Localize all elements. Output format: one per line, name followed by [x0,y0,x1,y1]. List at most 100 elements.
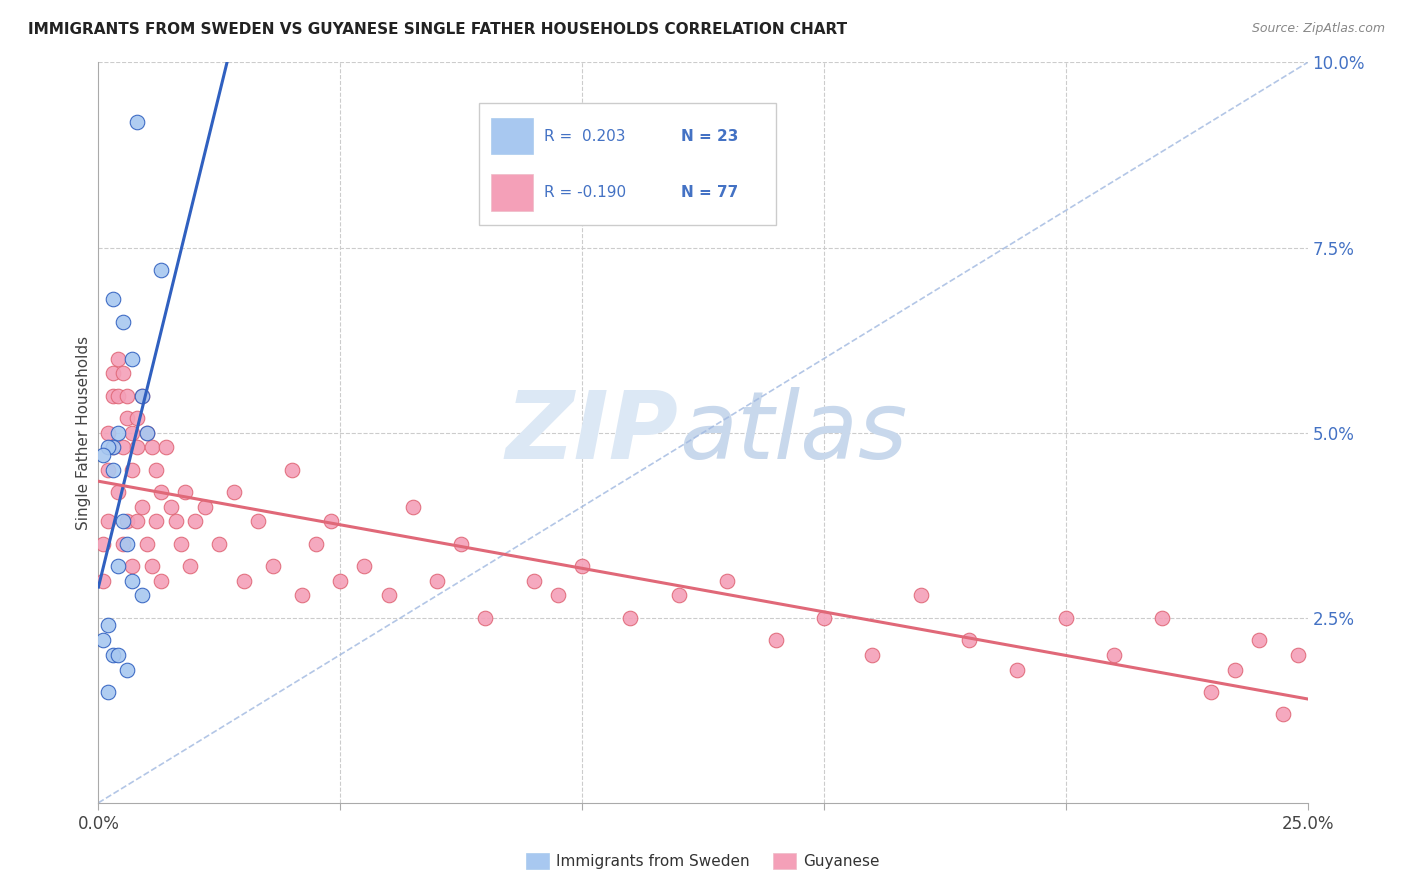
Point [1286,648,1309,662]
Point [474,610,496,624]
Point [1199,685,1222,699]
Point [97,425,120,440]
Legend: Immigrants from Sweden, Guyanese: Immigrants from Sweden, Guyanese [526,854,880,869]
Point [910,589,932,603]
Point [169,536,191,550]
Point [131,500,153,514]
Point [107,351,129,366]
Point [174,484,197,499]
Point [91,536,114,550]
Point [1152,610,1174,624]
Point [111,536,134,550]
Point [222,484,245,499]
Point [1054,610,1077,624]
Point [101,388,124,402]
Point [619,610,641,624]
Point [402,500,425,514]
Point [107,484,129,499]
Point [117,410,139,425]
Point [319,515,342,529]
Point [135,536,157,550]
Point [150,574,173,588]
Point [107,425,129,440]
Point [150,262,173,277]
Point [101,462,124,476]
Point [131,388,153,402]
Point [1223,663,1246,677]
Point [305,536,328,550]
Point [97,515,120,529]
Point [547,589,569,603]
Point [1249,632,1271,647]
Point [281,462,304,476]
Point [91,574,114,588]
Point [813,610,835,624]
Text: IMMIGRANTS FROM SWEDEN VS GUYANESE SINGLE FATHER HOUSEHOLDS CORRELATION CHART: IMMIGRANTS FROM SWEDEN VS GUYANESE SINGL… [28,22,848,37]
Point [377,589,399,603]
Point [101,293,124,307]
Point [165,515,187,529]
Point [97,618,120,632]
Point [131,589,153,603]
Point [101,367,124,381]
Point [1102,648,1125,662]
Point [111,441,134,455]
Point [329,574,352,588]
Point [127,410,149,425]
Point [117,663,139,677]
Point [160,500,183,514]
Point [1007,663,1029,677]
Point [91,448,114,462]
Point [150,484,173,499]
Point [131,388,153,402]
Point [135,425,157,440]
Point [135,425,157,440]
Point [107,388,129,402]
Text: atlas: atlas [679,387,907,478]
Point [957,632,980,647]
Point [262,558,284,573]
Point [450,536,472,550]
Point [668,589,690,603]
Point [121,558,143,573]
Point [290,589,312,603]
Point [127,114,149,128]
Point [208,536,231,550]
Point [101,648,124,662]
Y-axis label: Single Father Households: Single Father Households [76,335,91,530]
Point [91,632,114,647]
Point [111,314,134,328]
Point [97,462,120,476]
Text: ZIP: ZIP [506,386,679,479]
Point [353,558,375,573]
Point [141,558,163,573]
Point [111,367,134,381]
Point [121,462,143,476]
Point [127,441,149,455]
Point [117,388,139,402]
Text: Source: ZipAtlas.com: Source: ZipAtlas.com [1251,22,1385,36]
Point [523,574,546,588]
Point [107,648,129,662]
Point [107,558,129,573]
Point [121,425,143,440]
Point [860,648,883,662]
Point [127,515,149,529]
Point [117,515,139,529]
Point [97,685,120,699]
Point [184,515,207,529]
Point [232,574,254,588]
Point [765,632,787,647]
Point [117,536,139,550]
Point [716,574,738,588]
Point [101,441,124,455]
Point [141,441,163,455]
Point [179,558,201,573]
Point [97,441,120,455]
Point [155,441,177,455]
Point [121,574,143,588]
Point [111,515,134,529]
Point [1272,706,1295,721]
Point [121,351,143,366]
Point [101,441,124,455]
